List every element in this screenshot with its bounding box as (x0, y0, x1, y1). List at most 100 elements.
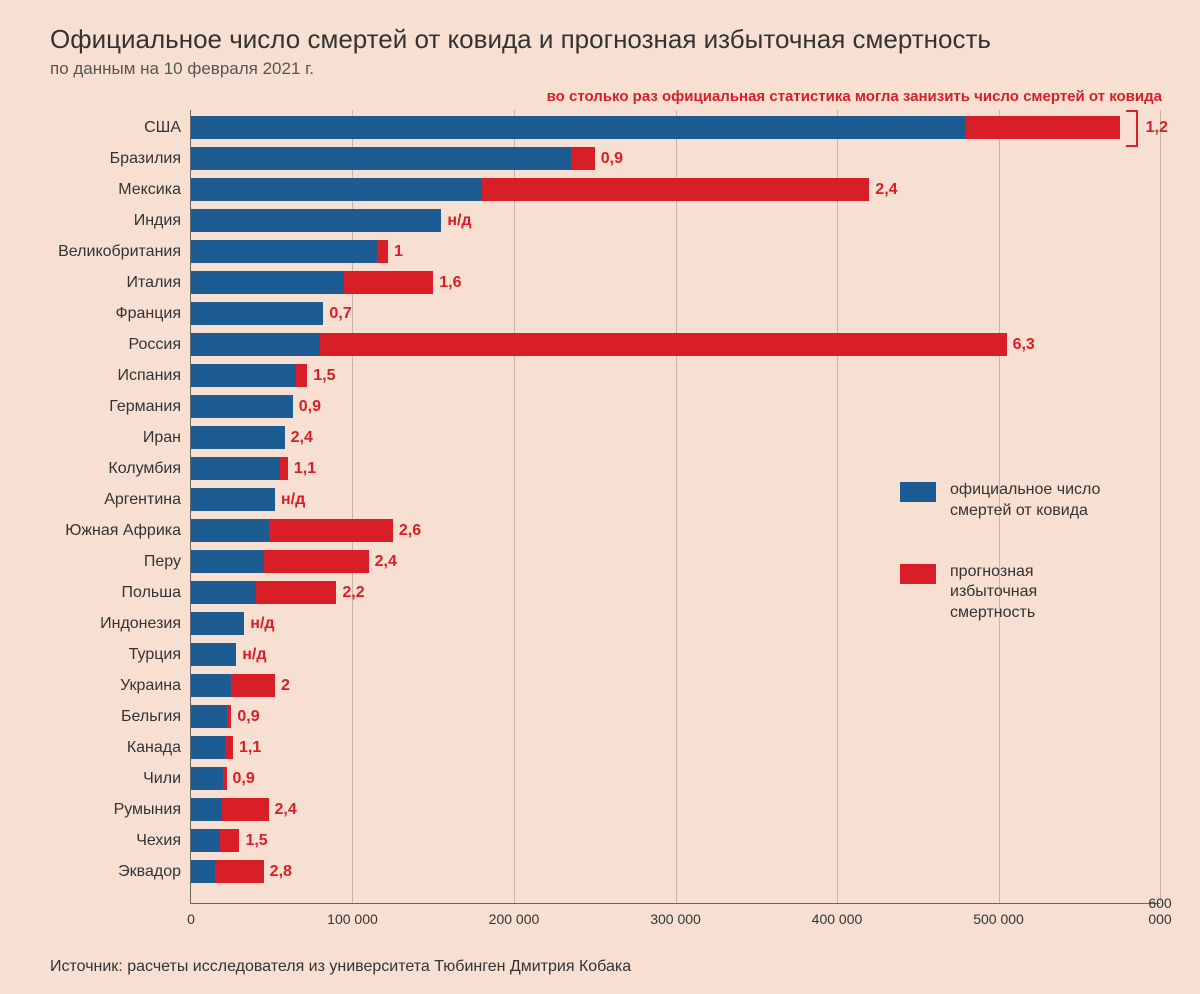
x-tick-label: 200 000 (489, 911, 540, 927)
ratio-note: во столько раз официальная статистика мо… (547, 88, 1162, 105)
legend-item-excess: прогнозная избыточная смертность (900, 562, 1110, 624)
chart-row: США1,2 (191, 116, 1160, 139)
ratio-label: 0,9 (233, 767, 255, 790)
bar-official (191, 209, 441, 232)
chart-row: Франция0,7 (191, 302, 1160, 325)
country-label: Россия (31, 333, 181, 356)
bar-official (191, 426, 285, 449)
chart-row: Колумбия1,1 (191, 457, 1160, 480)
legend-item-official: официальное число смертей от ковида (900, 480, 1110, 522)
country-label: США (31, 116, 181, 139)
bar-official (191, 457, 280, 480)
x-tick-label: 0 (187, 911, 195, 927)
bar-official (191, 240, 377, 263)
chart-row: Испания1,5 (191, 364, 1160, 387)
country-label: Испания (31, 364, 181, 387)
ratio-label: 1,1 (239, 736, 261, 759)
ratio-label: 1,6 (439, 271, 461, 294)
chart-row: Мексика2,4 (191, 178, 1160, 201)
country-label: Бразилия (31, 147, 181, 170)
ratio-label: 0,9 (299, 395, 321, 418)
chart-row: Украина2 (191, 674, 1160, 697)
bar-official (191, 829, 220, 852)
legend-swatch-official (900, 482, 936, 502)
bar-official (191, 767, 223, 790)
country-label: Аргентина (31, 488, 181, 511)
country-label: Эквадор (31, 860, 181, 883)
source-note: Источник: расчеты исследователя из униве… (50, 958, 631, 976)
bar-official (191, 581, 256, 604)
bar-official (191, 488, 275, 511)
country-label: Турция (31, 643, 181, 666)
bar-official (191, 798, 222, 821)
chart-row: Чили0,9 (191, 767, 1160, 790)
bar-official (191, 643, 236, 666)
chart-row: Чехия1,5 (191, 829, 1160, 852)
bar-official (191, 271, 344, 294)
country-label: Великобритания (31, 240, 181, 263)
bar-official (191, 333, 320, 356)
chart-subtitle: по данным на 10 февраля 2021 г. (50, 59, 1170, 79)
bar-official (191, 860, 215, 883)
country-label: Италия (31, 271, 181, 294)
chart-row: Германия0,9 (191, 395, 1160, 418)
ratio-label: 2,4 (875, 178, 897, 201)
country-label: Румыния (31, 798, 181, 821)
ratio-label: 2,4 (291, 426, 313, 449)
ratio-label: 0,9 (237, 705, 259, 728)
ratio-label: н/д (242, 643, 266, 666)
country-label: Бельгия (31, 705, 181, 728)
legend-label-official: официальное число смертей от ковида (950, 480, 1110, 522)
bar-official (191, 178, 482, 201)
country-label: Украина (31, 674, 181, 697)
legend: официальное число смертей от ковида прог… (900, 480, 1110, 664)
ratio-label: 1,5 (245, 829, 267, 852)
ratio-label: 2,8 (270, 860, 292, 883)
country-label: Индонезия (31, 612, 181, 635)
gridline (1160, 110, 1161, 903)
x-tick-label: 300 000 (650, 911, 701, 927)
ratio-label: 1 (394, 240, 403, 263)
ratio-label: 6,3 (1013, 333, 1035, 356)
bar-official (191, 519, 269, 542)
chart-row: Индиян/д (191, 209, 1160, 232)
ratio-label: 1,1 (294, 457, 316, 480)
ratio-label: 0,7 (329, 302, 351, 325)
plot-area: 0 100 000 200 000 300 000 400 000 500 000 600 … (30, 110, 1170, 934)
chart-row: Эквадор2,8 (191, 860, 1160, 883)
chart-row: Великобритания1 (191, 240, 1160, 263)
country-label: Германия (31, 395, 181, 418)
x-tick-label: 600 000 (1148, 895, 1171, 927)
ratio-label: 1,2 (1146, 116, 1168, 139)
country-label: Мексика (31, 178, 181, 201)
chart-row: Румыния2,4 (191, 798, 1160, 821)
bar-official (191, 364, 296, 387)
country-label: Индия (31, 209, 181, 232)
ratio-label: н/д (250, 612, 274, 635)
ratio-label: 1,5 (313, 364, 335, 387)
country-label: Чехия (31, 829, 181, 852)
country-label: Польша (31, 581, 181, 604)
ratio-label: 2,4 (275, 798, 297, 821)
ratio-label: н/д (281, 488, 305, 511)
chart-title: Официальное число смертей от ковида и пр… (50, 24, 1170, 55)
bar-official (191, 116, 966, 139)
country-label: Франция (31, 302, 181, 325)
chart-row: Бразилия0,9 (191, 147, 1160, 170)
bar-official (191, 395, 293, 418)
x-tick-label: 500 000 (973, 911, 1024, 927)
chart-row: Италия1,6 (191, 271, 1160, 294)
legend-label-excess: прогнозная избыточная смертность (950, 562, 1110, 624)
chart-row: Иран2,4 (191, 426, 1160, 449)
ratio-label: 0,9 (601, 147, 623, 170)
ratio-label: 2 (281, 674, 290, 697)
x-tick-label: 100 000 (327, 911, 378, 927)
bar-official (191, 612, 244, 635)
x-tick-label: 400 000 (812, 911, 863, 927)
country-label: Южная Африка (31, 519, 181, 542)
chart-row: Бельгия0,9 (191, 705, 1160, 728)
chart-row: Россия6,3 (191, 333, 1160, 356)
callout-bracket (1126, 110, 1138, 147)
bar-official (191, 736, 225, 759)
ratio-label: 2,6 (399, 519, 421, 542)
